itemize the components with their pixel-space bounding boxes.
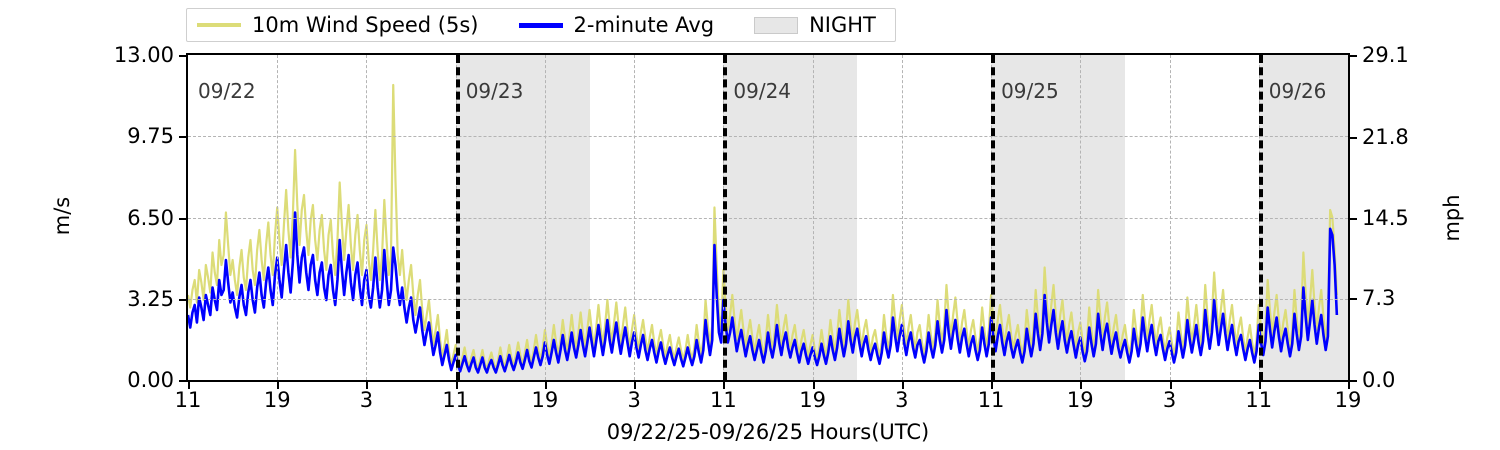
legend-item[interactable]: 10m Wind Speed (5s) bbox=[197, 13, 479, 37]
y-tick-mark-right bbox=[1350, 136, 1357, 139]
x-tick-mark bbox=[901, 382, 904, 389]
x-tick-label: 19 bbox=[799, 388, 826, 412]
y-tick-label-right: 14.5 bbox=[1362, 206, 1409, 231]
x-tick-mark bbox=[1169, 382, 1172, 389]
x-tick-mark bbox=[634, 382, 637, 389]
y-tick-label-right: 0.0 bbox=[1362, 368, 1396, 392]
x-tick-label: 3 bbox=[1162, 388, 1177, 412]
gridline-vertical bbox=[277, 55, 279, 380]
y-tick-mark-left bbox=[179, 136, 186, 139]
x-tick-label: 11 bbox=[710, 388, 737, 412]
day-label: 09/23 bbox=[465, 79, 524, 103]
gridline-horizontal bbox=[188, 217, 1348, 219]
gridline-vertical bbox=[544, 55, 546, 380]
day-label: 09/25 bbox=[1001, 79, 1059, 103]
x-tick-label: 11 bbox=[174, 388, 202, 412]
gridline-vertical bbox=[634, 55, 636, 380]
x-tick-mark bbox=[544, 382, 547, 389]
legend-swatch-patch bbox=[754, 16, 799, 34]
x-tick-label: 19 bbox=[1334, 388, 1362, 412]
series-line bbox=[188, 213, 1337, 373]
plot-area: 09/22 09/23 09/24 09/25 09/26 bbox=[186, 53, 1350, 382]
gridline-vertical bbox=[1169, 55, 1171, 380]
x-tick-mark bbox=[1348, 382, 1350, 389]
x-tick-label: 3 bbox=[895, 388, 909, 412]
day-divider bbox=[723, 55, 728, 380]
gridline-vertical bbox=[901, 55, 903, 380]
x-tick-mark bbox=[723, 382, 726, 389]
series-line bbox=[188, 85, 1337, 370]
gridline-vertical bbox=[1080, 55, 1082, 380]
y-tick-label-left: 13.00 bbox=[113, 43, 174, 67]
day-divider bbox=[991, 55, 996, 380]
legend-label: 10m Wind Speed (5s) bbox=[252, 13, 479, 37]
x-tick-mark bbox=[188, 382, 190, 389]
y-tick-mark-right bbox=[1350, 380, 1357, 382]
y-tick-mark-left bbox=[179, 380, 186, 382]
day-label: 09/22 bbox=[198, 79, 256, 103]
y-tick-label-right: 7.3 bbox=[1362, 286, 1396, 311]
x-tick-label: 11 bbox=[977, 388, 1005, 412]
y-tick-mark-left bbox=[179, 298, 186, 301]
x-tick-label: 3 bbox=[359, 388, 374, 412]
x-tick-mark bbox=[991, 382, 994, 389]
x-tick-mark bbox=[455, 382, 458, 389]
x-tick-label: 19 bbox=[263, 388, 291, 412]
gridline-vertical bbox=[812, 55, 814, 380]
y-tick-mark-right bbox=[1350, 298, 1357, 301]
x-tick-mark bbox=[366, 382, 369, 389]
y-tick-label-left: 9.75 bbox=[127, 124, 174, 149]
y-tick-label-right: 21.8 bbox=[1362, 124, 1409, 149]
chart-legend: 10m Wind Speed (5s) 2-minute Avg NIGHT bbox=[186, 8, 896, 42]
y-tick-mark-right bbox=[1350, 218, 1357, 221]
legend-swatch-line bbox=[197, 23, 241, 27]
x-tick-mark bbox=[1258, 382, 1261, 389]
gridline-horizontal bbox=[188, 298, 1348, 300]
gridline-vertical bbox=[366, 55, 368, 380]
legend-swatch-line bbox=[518, 22, 563, 28]
y-tick-label-left: 6.50 bbox=[127, 205, 174, 230]
x-tick-label: 11 bbox=[442, 388, 470, 412]
x-tick-mark bbox=[277, 382, 280, 389]
legend-label: NIGHT bbox=[809, 13, 876, 37]
y-tick-mark-right bbox=[1350, 55, 1357, 57]
x-tick-label: 19 bbox=[531, 388, 559, 412]
x-tick-label: 19 bbox=[1066, 388, 1094, 412]
legend-item[interactable]: NIGHT bbox=[754, 13, 876, 37]
legend-item[interactable]: 2-minute Avg bbox=[518, 13, 715, 37]
y-tick-mark-left bbox=[179, 55, 186, 57]
legend-label: 2-minute Avg bbox=[573, 13, 715, 37]
x-tick-mark bbox=[1080, 382, 1083, 389]
y-tick-label-right: 29.1 bbox=[1362, 43, 1409, 67]
y-tick-mark-left bbox=[179, 217, 186, 220]
day-label: 09/26 bbox=[1268, 79, 1327, 103]
x-axis-label: 09/22/25-09/26/25 Hours(UTC) bbox=[606, 420, 930, 444]
x-tick-label: 11 bbox=[1245, 388, 1273, 412]
x-tick-mark bbox=[812, 382, 815, 389]
y-tick-label-left: 0.00 bbox=[127, 368, 174, 392]
gridline-horizontal bbox=[188, 136, 1348, 138]
day-divider bbox=[1258, 55, 1263, 380]
y-tick-label-left: 3.25 bbox=[127, 286, 174, 311]
series-layer bbox=[188, 55, 1348, 380]
day-label: 09/24 bbox=[733, 79, 792, 103]
day-divider bbox=[455, 55, 460, 380]
x-tick-label: 3 bbox=[627, 388, 641, 412]
